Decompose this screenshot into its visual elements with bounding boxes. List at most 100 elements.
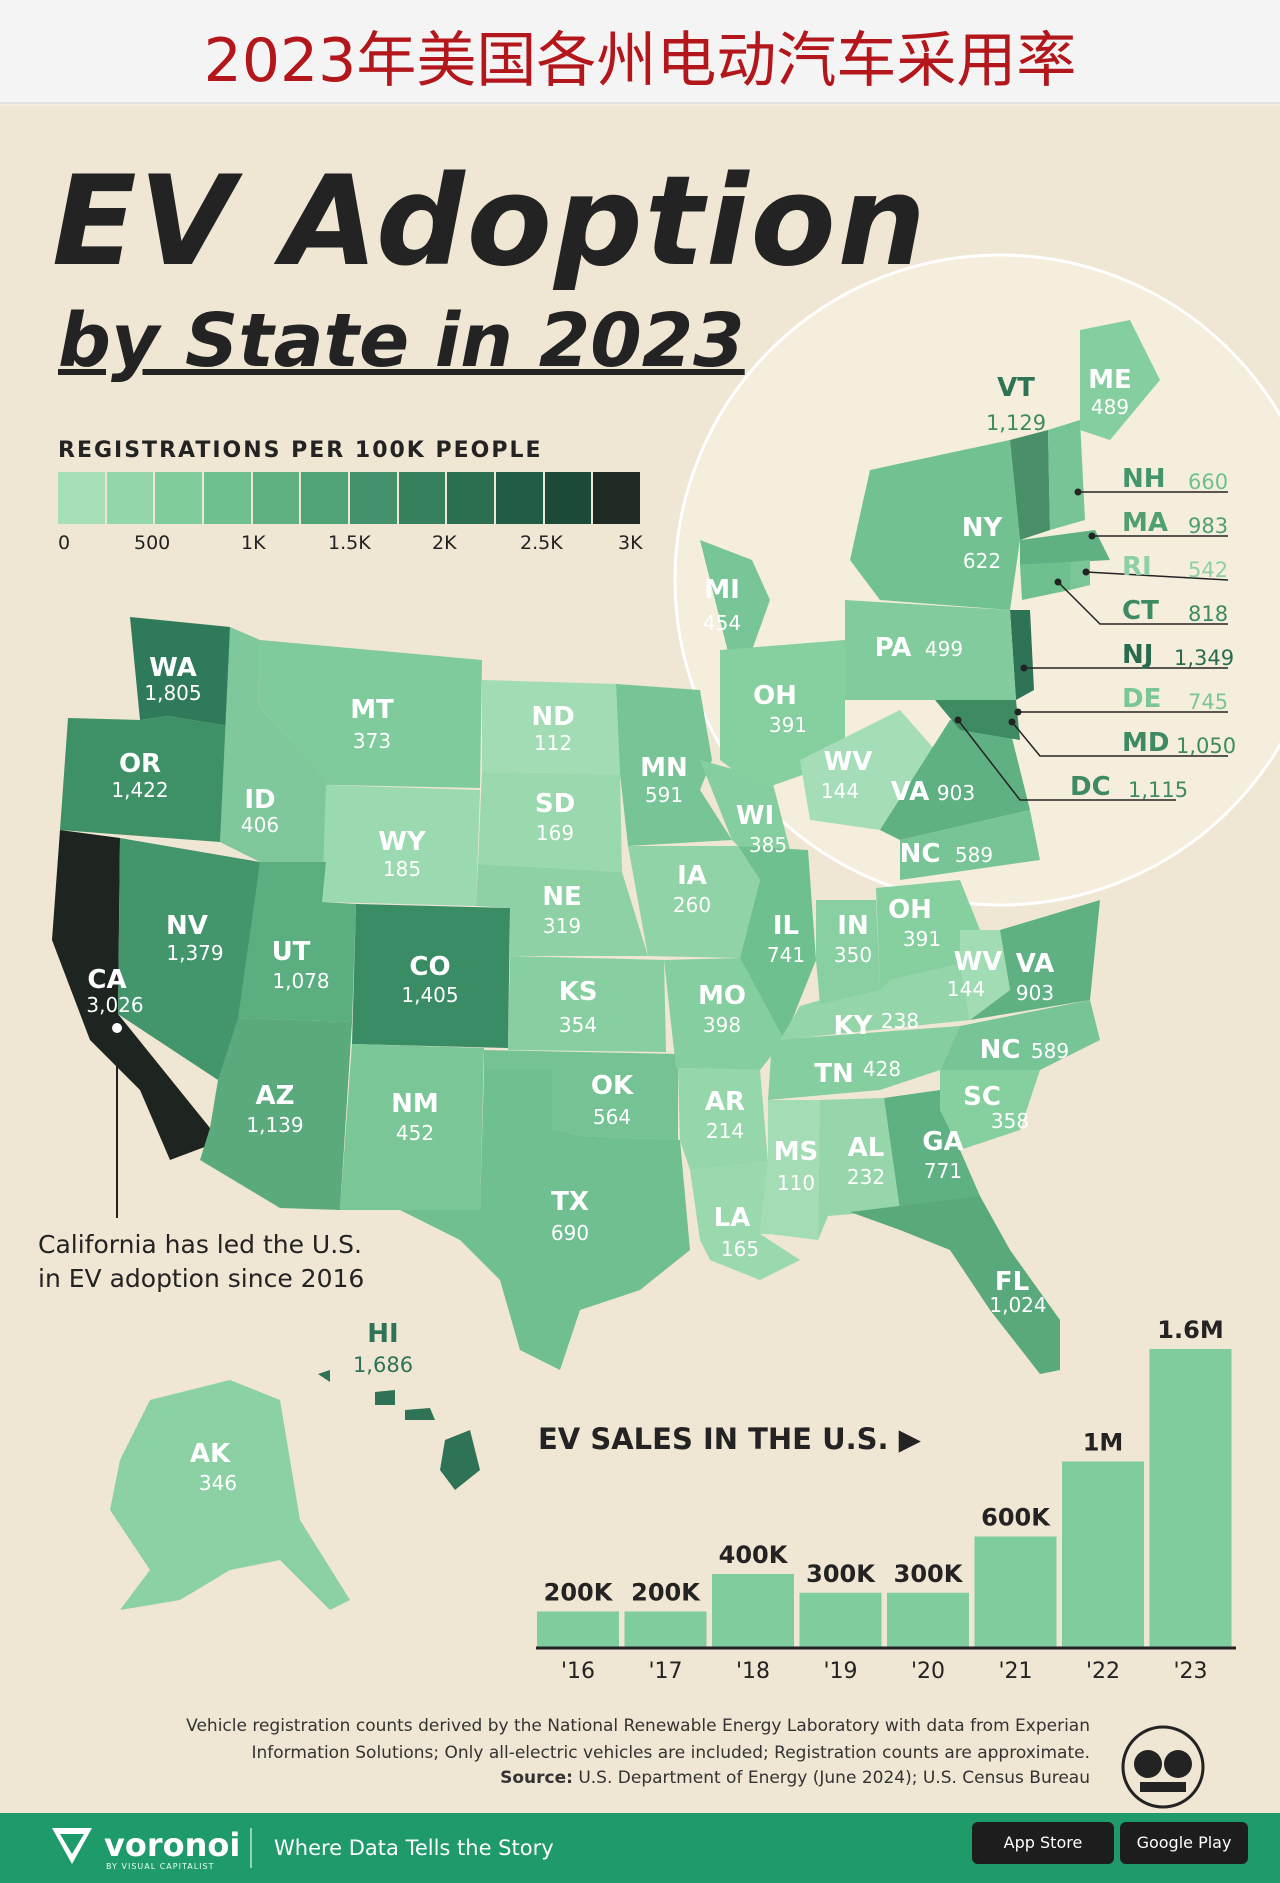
sales-bar	[797, 1590, 884, 1649]
inset-shape-nc	[900, 810, 1040, 880]
sales-year-label: '22	[1086, 1659, 1120, 1684]
state-abbr-mn: MN	[640, 753, 688, 783]
sales-bar	[1147, 1347, 1234, 1649]
header-bar: 2023年美国各州电动汽车采用率	[0, 0, 1280, 104]
footer-tagline: Where Data Tells the Story	[274, 1836, 554, 1860]
sales-bar-label: 1M	[1083, 1429, 1124, 1457]
legend-swatch	[496, 472, 545, 524]
google-play-button[interactable]: Google Play	[1120, 1822, 1248, 1864]
callout-abbr-de: DE	[1122, 684, 1161, 714]
sales-bar	[710, 1572, 796, 1649]
sales-year-label: '19	[823, 1659, 857, 1684]
legend-color-scale	[58, 472, 643, 524]
ev-sales-bar-chart: 200K '16 200K '17 400K '18 300K '19 300K '20 600K '…	[535, 1316, 1236, 1684]
inset-shape-va	[880, 720, 1030, 840]
state-labels: WA 1,805 OR 1,422 CA 3,026 NV 1,379 ID 4…	[86, 653, 1069, 1495]
state-shape-va	[970, 900, 1100, 1020]
state-value-ok: 564	[593, 1105, 631, 1129]
state-value-nv: 1,379	[166, 941, 223, 965]
inset-shape-nh	[1048, 420, 1085, 530]
state-shape-nd	[482, 680, 620, 774]
state-value-or: 1,422	[111, 778, 168, 802]
callout-abbr-nh: NH	[1122, 464, 1166, 494]
state-abbr-tn: TN	[814, 1059, 854, 1089]
state-shape-ak	[110, 1380, 350, 1610]
state-abbr-tx: TX	[551, 1187, 589, 1217]
state-abbr-wi: WI	[736, 801, 774, 831]
legend-swatch	[204, 472, 253, 524]
legend-swatch	[593, 472, 643, 524]
state-shape-wy	[322, 785, 480, 906]
inset-value-nc: 589	[955, 843, 993, 867]
state-abbr-co: CO	[409, 952, 450, 982]
state-shape-nv	[118, 838, 260, 1080]
inset-shape-pa	[845, 600, 1016, 700]
footnote-line-1: Vehicle registration counts derived by t…	[186, 1716, 1090, 1736]
inset-shape-ma	[1020, 530, 1110, 565]
state-value-sd: 169	[536, 821, 574, 845]
sales-year-label: '20	[911, 1659, 945, 1684]
sales-bar-label: 300K	[806, 1560, 876, 1588]
app-store-button[interactable]: App Store	[972, 1822, 1114, 1864]
state-value-wy: 185	[383, 857, 421, 881]
brand-name: voronoi	[104, 1826, 241, 1864]
legend-tick: 1K	[241, 532, 266, 554]
state-abbr-or: OR	[119, 749, 161, 779]
state-abbr-al: AL	[848, 1133, 885, 1163]
inset-value-mi: 454	[703, 611, 741, 635]
state-shape-id	[220, 627, 330, 862]
sales-bar-label: 400K	[719, 1541, 789, 1569]
callout-abbr-nj: NJ	[1122, 640, 1153, 670]
source-label: Source:	[500, 1768, 573, 1788]
legend-tick: 0	[58, 532, 71, 554]
california-annotation: California has led the U.S. in EV adopti…	[38, 1230, 365, 1293]
state-value-nc: 589	[1031, 1039, 1069, 1063]
inset-shape-md	[935, 700, 1020, 740]
sales-year-label: '16	[561, 1659, 595, 1684]
state-shape-co	[352, 904, 510, 1048]
sales-bar-label: 200K	[631, 1579, 701, 1607]
state-shape-hi-kauai	[318, 1370, 330, 1382]
inset-abbr-mi: MI	[704, 575, 740, 605]
callout-abbr-ma: MA	[1122, 508, 1168, 538]
state-abbr-wa: WA	[149, 653, 197, 683]
legend-swatch	[350, 472, 399, 524]
state-abbr-ga: GA	[922, 1127, 963, 1157]
state-value-il: 741	[767, 943, 805, 967]
inset-abbr-nc: NC	[900, 839, 941, 869]
footnote-line-2: Information Solutions; Only all-electric…	[251, 1743, 1090, 1763]
callout-value-nh: 660	[1188, 470, 1228, 494]
legend-swatch	[447, 472, 497, 524]
inset-value-me: 489	[1091, 395, 1129, 419]
legend-title: REGISTRATIONS PER 100K PEOPLE	[58, 438, 543, 463]
source-text: Source: U.S. Department of Energy (June …	[150, 1768, 1090, 1788]
state-shape-tn	[768, 1026, 960, 1100]
state-shape-la	[690, 1162, 800, 1280]
sales-bar-label: 600K	[981, 1504, 1051, 1532]
state-shape-ky	[780, 964, 970, 1040]
inset-value-ny: 622	[963, 549, 1001, 573]
state-abbr-la: LA	[714, 1203, 751, 1233]
state-shape-hi-maui	[405, 1408, 435, 1420]
state-abbr-sc: SC	[963, 1082, 1001, 1112]
state-value-ga: 771	[924, 1159, 962, 1183]
state-value-wv: 144	[947, 977, 985, 1001]
inset-labels: VT 1,129 ME 489 NY 622 MI 454 PA 499 OH …	[703, 365, 1132, 869]
state-abbr-ok: OK	[591, 1071, 634, 1101]
state-shape-ms	[760, 1100, 820, 1240]
state-shape-ar	[678, 1068, 768, 1170]
inset-value-oh: 391	[769, 713, 807, 737]
sales-year-label: '23	[1173, 1659, 1207, 1684]
state-value-al: 232	[847, 1165, 885, 1189]
state-shape-il	[738, 846, 816, 1040]
sales-chart-title: EV SALES IN THE U.S. ▶	[538, 1422, 921, 1456]
state-abbr-ak: AK	[190, 1439, 231, 1469]
inset-shape-nj	[1010, 610, 1034, 700]
state-shape-wv	[960, 930, 1010, 1020]
source-body: U.S. Department of Energy (June 2024); U…	[572, 1768, 1090, 1788]
state-abbr-hi: HI	[367, 1319, 398, 1349]
inset-value-pa: 499	[925, 637, 963, 661]
inset-abbr-pa: PA	[875, 633, 912, 663]
state-value-oh: 391	[903, 927, 941, 951]
state-value-nd: 112	[534, 731, 572, 755]
